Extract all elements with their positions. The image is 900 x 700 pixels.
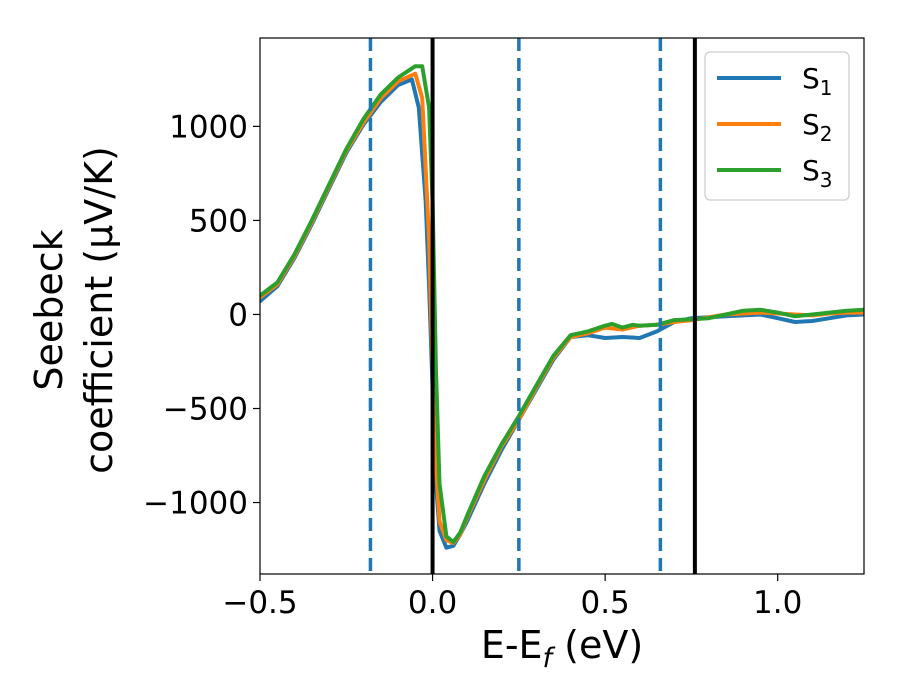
x-tick-label: 0.5 xyxy=(580,585,629,621)
legend: S1 S2 S3 xyxy=(704,51,850,201)
y-axis-label-line2: coefficient (μV/K) xyxy=(77,146,121,474)
legend-label-1: S1 xyxy=(802,62,833,100)
y-tick-label: −500 xyxy=(163,391,248,427)
legend-label-2: S2 xyxy=(802,108,833,146)
x-tick-label: −0.5 xyxy=(222,585,297,621)
y-tick-label: −1000 xyxy=(143,486,248,522)
y-axis: −1000 −500 0 500 1000 xyxy=(143,109,260,522)
legend-label-3: S3 xyxy=(802,154,833,192)
y-axis-label-line1: Seebeck xyxy=(27,229,71,390)
y-tick-label: 0 xyxy=(228,297,248,333)
x-axis-label: E-Ef (eV) xyxy=(481,623,643,674)
series-line-3 xyxy=(260,64,864,544)
x-tick-label: 0.0 xyxy=(408,585,457,621)
y-tick-label: 500 xyxy=(189,203,248,239)
x-axis: −0.5 0.0 0.5 1.0 xyxy=(222,574,802,621)
y-tick-label: 1000 xyxy=(169,109,248,145)
reference-lines xyxy=(368,38,697,574)
data-series xyxy=(260,64,864,550)
plot-frame xyxy=(259,37,865,575)
x-tick-label: 1.0 xyxy=(753,585,802,621)
